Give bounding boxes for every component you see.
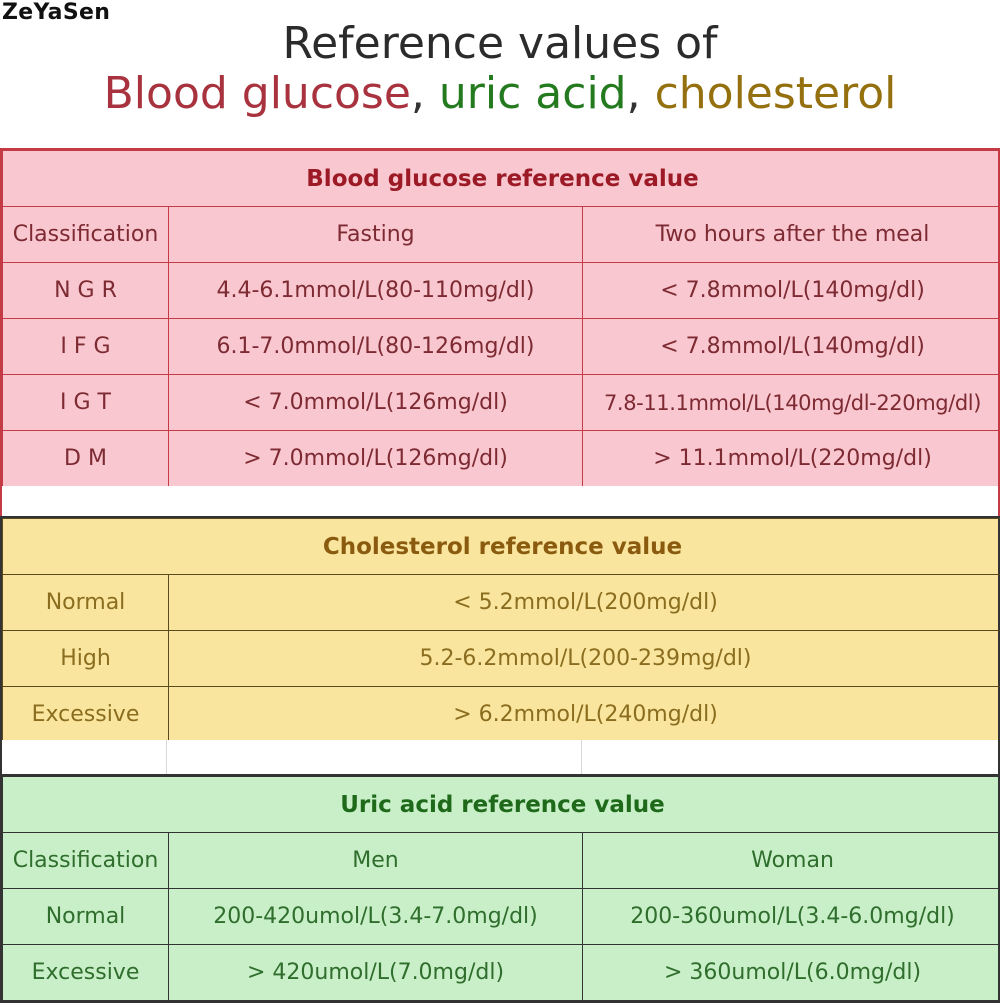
table-row: Uric acid reference value — [3, 777, 1000, 833]
glucose-table: Blood glucose reference value Classifica… — [0, 148, 1000, 489]
row-classification: I G T — [3, 375, 169, 431]
cholesterol-value: 5.2-6.2mmol/L(200-239mg/dl) — [169, 631, 1000, 687]
table-row: High 5.2-6.2mmol/L(200-239mg/dl) — [3, 631, 1000, 687]
row-classification: D M — [3, 431, 169, 487]
men-value: > 420umol/L(7.0mg/dl) — [169, 945, 583, 1001]
page-title-line1: Reference values of — [0, 16, 1000, 72]
cholesterol-value: < 5.2mmol/L(200mg/dl) — [169, 575, 1000, 631]
after-meal-value: > 11.1mmol/L(220mg/dl) — [583, 431, 1000, 487]
row-classification: High — [3, 631, 169, 687]
after-meal-value: < 7.8mmol/L(140mg/dl) — [583, 263, 1000, 319]
row-classification: Excessive — [3, 945, 169, 1001]
table-row: Excessive > 420umol/L(7.0mg/dl) > 360umo… — [3, 945, 1000, 1001]
row-classification: N G R — [3, 263, 169, 319]
woman-value: 200-360umol/L(3.4-6.0mg/dl) — [583, 889, 1000, 945]
after-meal-value: < 7.8mmol/L(140mg/dl) — [583, 319, 1000, 375]
divider — [581, 740, 582, 774]
after-meal-value: 7.8-11.1mmol/L(140mg/dl-220mg/dl) — [583, 375, 1000, 431]
row-classification: Normal — [3, 889, 169, 945]
table-row: Cholesterol reference value — [3, 519, 1000, 575]
table-header-row: Classification Men Woman — [3, 833, 1000, 889]
cholesterol-value: > 6.2mmol/L(240mg/dl) — [169, 687, 1000, 743]
row-classification: Normal — [3, 575, 169, 631]
cholesterol-heading: Cholesterol reference value — [3, 519, 1000, 575]
glucose-heading: Blood glucose reference value — [3, 151, 1000, 207]
column-header: Classification — [3, 833, 169, 889]
table-row: I G T < 7.0mmol/L(126mg/dl) 7.8-11.1mmol… — [3, 375, 1000, 431]
column-header: Classification — [3, 207, 169, 263]
column-header: Woman — [583, 833, 1000, 889]
table-row: Normal 200-420umol/L(3.4-7.0mg/dl) 200-3… — [3, 889, 1000, 945]
row-classification: Excessive — [3, 687, 169, 743]
title-separator: , — [627, 68, 655, 119]
fasting-value: < 7.0mmol/L(126mg/dl) — [169, 375, 583, 431]
row-classification: I F G — [3, 319, 169, 375]
title-uric-acid: uric acid — [439, 68, 627, 119]
woman-value: > 360umol/L(6.0mg/dl) — [583, 945, 1000, 1001]
men-value: 200-420umol/L(3.4-7.0mg/dl) — [169, 889, 583, 945]
title-separator: , — [411, 68, 439, 119]
table-row: Blood glucose reference value — [3, 151, 1000, 207]
spacer-row — [0, 740, 1000, 774]
title-blood-glucose: Blood glucose — [104, 68, 411, 119]
spacer-row — [0, 486, 1000, 516]
fasting-value: > 7.0mmol/L(126mg/dl) — [169, 431, 583, 487]
table-row: Normal < 5.2mmol/L(200mg/dl) — [3, 575, 1000, 631]
column-header: Fasting — [169, 207, 583, 263]
fasting-value: 6.1-7.0mmol/L(80-126mg/dl) — [169, 319, 583, 375]
uric-acid-table: Uric acid reference value Classification… — [0, 774, 1000, 1003]
cholesterol-table: Cholesterol reference value Normal < 5.2… — [0, 516, 1000, 743]
table-row: Excessive > 6.2mmol/L(240mg/dl) — [3, 687, 1000, 743]
table-row: D M > 7.0mmol/L(126mg/dl) > 11.1mmol/L(2… — [3, 431, 1000, 487]
divider — [166, 740, 167, 774]
page-title-line2: Blood glucose, uric acid, cholesterol — [0, 66, 1000, 122]
table-row: I F G 6.1-7.0mmol/L(80-126mg/dl) < 7.8mm… — [3, 319, 1000, 375]
title-cholesterol: cholesterol — [655, 68, 897, 119]
fasting-value: 4.4-6.1mmol/L(80-110mg/dl) — [169, 263, 583, 319]
table-header-row: Classification Fasting Two hours after t… — [3, 207, 1000, 263]
column-header: Men — [169, 833, 583, 889]
table-row: N G R 4.4-6.1mmol/L(80-110mg/dl) < 7.8mm… — [3, 263, 1000, 319]
uric-acid-heading: Uric acid reference value — [3, 777, 1000, 833]
column-header: Two hours after the meal — [583, 207, 1000, 263]
